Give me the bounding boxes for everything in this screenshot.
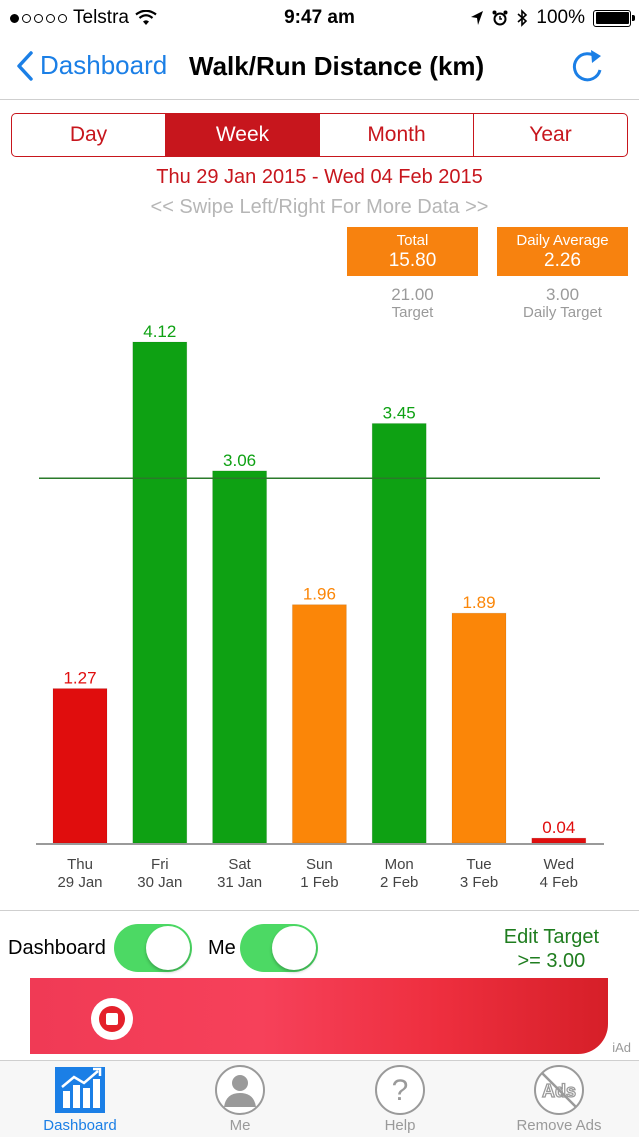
person-icon: [215, 1065, 265, 1115]
segment-year[interactable]: Year: [529, 123, 572, 146]
page-title: Walk/Run Distance (km): [189, 51, 485, 81]
status-right: 100%: [470, 7, 635, 29]
segment-month[interactable]: Month: [320, 114, 474, 156]
bar-value-label: 1.27: [63, 669, 96, 688]
chart-controls: Dashboard Me Edit Target >= 3.00: [0, 910, 639, 979]
bar-value-label: 3.45: [383, 403, 416, 422]
tab-dashboard-label: Dashboard: [43, 1117, 117, 1134]
alarm-icon: [492, 10, 508, 26]
no-ads-icon: Ads: [534, 1065, 584, 1115]
edit-target-label: Edit Target: [503, 926, 599, 948]
chart-bar: [371, 422, 427, 844]
daily-average-label: Daily Average: [516, 232, 609, 249]
bar-value-label: 1.89: [462, 593, 495, 612]
question-icon: ?: [375, 1065, 425, 1115]
battery-icon: [593, 9, 635, 27]
x-axis-day-label: Fri: [151, 856, 169, 873]
x-axis-day-label: Sun: [306, 856, 333, 873]
signal-strength-icon: [10, 13, 67, 23]
edit-target-button[interactable]: Edit Target >= 3.00: [504, 925, 599, 973]
swipe-hint: << Swipe Left/Right For More Data >>: [150, 196, 489, 218]
dashboard-toggle[interactable]: [114, 924, 192, 972]
back-button[interactable]: Dashboard: [16, 50, 167, 81]
chart-bar: [212, 470, 268, 844]
x-axis-day-label: Wed: [544, 856, 575, 873]
dashboard-toggle-label: Dashboard: [8, 937, 106, 959]
status-left: Telstra: [10, 7, 157, 29]
chart-bar: [451, 612, 507, 844]
total-target-label: Target: [391, 304, 434, 321]
location-icon: [471, 11, 484, 25]
me-toggle[interactable]: [240, 924, 318, 972]
chart-bar: [531, 837, 587, 844]
bar-value-label: 0.04: [542, 818, 575, 837]
bar-value-label: 1.96: [303, 585, 336, 604]
navigation-bar: Dashboard Walk/Run Distance (km): [0, 36, 639, 100]
tab-help-label: Help: [384, 1117, 416, 1134]
chart-bar: [132, 341, 188, 844]
x-axis-day-label: Tue: [466, 856, 491, 873]
daily-target-label: Daily Target: [523, 304, 602, 321]
bar-value-label: 3.06: [223, 451, 256, 470]
back-button-label: Dashboard: [40, 50, 168, 80]
bar-chart-icon: [55, 1067, 105, 1113]
bluetooth-icon: [517, 9, 528, 27]
x-axis-date-label: 4 Feb: [540, 874, 578, 891]
total-target: 21.00 Target: [347, 285, 478, 321]
tab-me[interactable]: Me: [160, 1061, 320, 1137]
period-segmented-control: Day Week Month Year: [11, 113, 628, 157]
edit-target-value: >= 3.00: [517, 950, 586, 972]
wifi-icon: [135, 10, 157, 25]
chevron-left-icon: [17, 50, 33, 81]
tab-remove-ads[interactable]: Ads Remove Ads: [479, 1061, 639, 1137]
x-axis-date-label: 3 Feb: [460, 874, 498, 891]
x-axis-day-label: Mon: [385, 856, 414, 873]
daily-average-box: Daily Average 2.26: [497, 227, 628, 276]
total-value: 15.80: [388, 250, 437, 271]
x-axis-date-label: 1 Feb: [300, 874, 338, 891]
segment-day[interactable]: Day: [12, 114, 166, 156]
tab-dashboard[interactable]: Dashboard: [0, 1061, 160, 1137]
total-target-value: 21.00: [391, 285, 434, 304]
ad-banner[interactable]: [30, 978, 608, 1054]
battery-percent: 100%: [536, 7, 585, 28]
daily-target: 3.00 Daily Target: [497, 285, 628, 321]
tab-remove-ads-label: Remove Ads: [516, 1117, 602, 1134]
refresh-icon[interactable]: [567, 44, 607, 88]
target-logo-icon: [91, 998, 133, 1040]
x-axis-date-label: 30 Jan: [137, 874, 182, 891]
x-axis-date-label: 31 Jan: [217, 874, 262, 891]
tab-help[interactable]: ? Help: [320, 1061, 480, 1137]
tab-bar: Dashboard Me ? Help Ads Remove Ads: [0, 1060, 639, 1137]
date-range: Thu 29 Jan 2015 - Wed 04 Feb 2015: [156, 166, 483, 188]
me-toggle-label: Me: [208, 937, 236, 959]
total-box: Total 15.80: [347, 227, 478, 276]
daily-target-value: 3.00: [545, 285, 580, 304]
iad-label: iAd: [612, 1040, 631, 1055]
svg-text:?: ?: [392, 1074, 409, 1107]
daily-average-value: 2.26: [544, 250, 581, 271]
status-time: 9:47 am: [284, 7, 355, 28]
chart-bar: [52, 688, 108, 844]
segment-week[interactable]: Week: [166, 114, 320, 156]
status-bar: Telstra 9:47 am 100%: [0, 0, 639, 36]
x-axis-day-label: Thu: [67, 856, 93, 873]
carrier-name: Telstra: [73, 7, 129, 28]
x-axis-day-label: Sat: [228, 856, 251, 873]
total-label: Total: [396, 232, 429, 249]
x-axis-date-label: 2 Feb: [380, 874, 418, 891]
bar-value-label: 4.12: [143, 322, 176, 341]
chart-bar: [291, 604, 347, 844]
x-axis-date-label: 29 Jan: [57, 874, 102, 891]
tab-me-label: Me: [229, 1117, 251, 1134]
